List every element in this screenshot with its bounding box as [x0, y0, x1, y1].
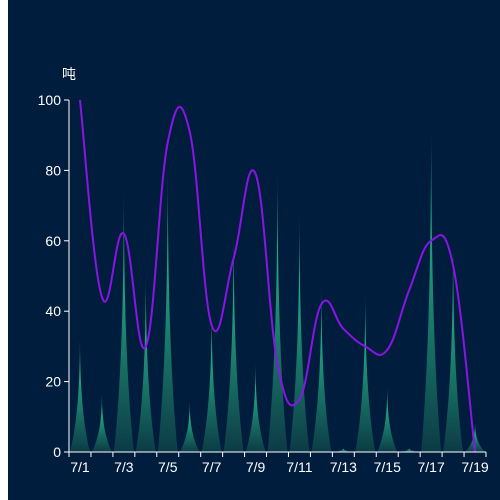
bar-spike [113, 191, 134, 452]
x-ticks: 7/1 7/3 7/5 7/7 7/9 7/11 7/13 7/15 7/17 7/19 [68, 452, 489, 475]
x-tick-label: 7/7 [202, 459, 222, 475]
x-tick-label: 7/9 [246, 459, 266, 475]
x-tick-label: 7/1 [70, 459, 90, 475]
bar-spike [355, 293, 376, 452]
bar-spike [289, 212, 310, 452]
bar-spike [201, 311, 222, 452]
bar-spike [267, 170, 288, 452]
bar-spike [311, 286, 332, 452]
bar-spike [399, 448, 420, 452]
y-tick-label: 20 [45, 374, 61, 390]
x-tick-label: 7/15 [374, 459, 401, 475]
y-tick-label: 80 [45, 162, 61, 178]
x-tick-label: 7/3 [114, 459, 134, 475]
y-axis-unit-label: 吨 [62, 66, 76, 82]
bar-spike [179, 402, 200, 452]
x-tick-label: 7/13 [330, 459, 357, 475]
bar-series [69, 124, 486, 452]
bar-spike [443, 244, 464, 452]
y-tick-label: 0 [53, 444, 61, 460]
bar-spike [91, 395, 112, 452]
bar-spike [377, 388, 398, 452]
bar-spike [333, 448, 354, 452]
bar-spike [421, 124, 442, 452]
bar-spike [135, 276, 156, 452]
bar-spike [157, 170, 178, 452]
bar-spike [223, 230, 244, 452]
bar-spike [245, 364, 266, 452]
x-tick-label: 7/11 [286, 459, 312, 475]
bar-spike [69, 339, 90, 452]
y-ticks: 0 20 40 60 80 100 [38, 92, 69, 460]
line-series [78, 99, 477, 453]
y-tick-label: 40 [45, 303, 61, 319]
bar-spike [465, 423, 486, 452]
x-tick-label: 7/19 [461, 459, 488, 475]
y-tick-label: 60 [45, 233, 61, 249]
y-tick-label: 100 [38, 92, 62, 108]
x-tick-label: 7/17 [418, 459, 445, 475]
x-tick-label: 7/5 [158, 459, 178, 475]
